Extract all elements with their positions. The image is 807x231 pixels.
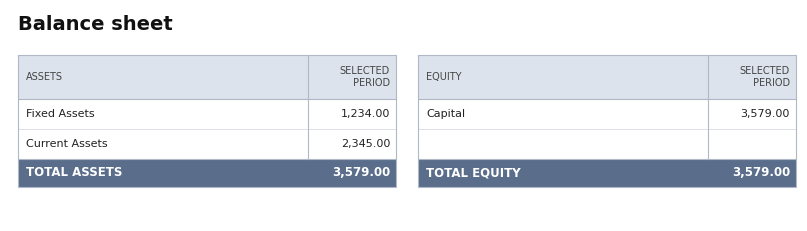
Text: SELECTED
PERIOD: SELECTED PERIOD	[740, 66, 790, 88]
Bar	[18, 55, 396, 99]
Text: EQUITY: EQUITY	[426, 72, 462, 82]
Text: Capital: Capital	[426, 109, 465, 119]
Bar	[418, 159, 796, 187]
Text: Fixed Assets: Fixed Assets	[26, 109, 94, 119]
Text: 3,579.00: 3,579.00	[732, 167, 790, 179]
Bar	[418, 55, 796, 99]
Text: 2,345.00: 2,345.00	[341, 139, 390, 149]
Bar	[418, 55, 796, 187]
Bar	[18, 55, 396, 187]
Bar	[18, 99, 396, 159]
Text: 3,579.00: 3,579.00	[332, 167, 390, 179]
Bar	[18, 159, 396, 187]
Text: ASSETS: ASSETS	[26, 72, 63, 82]
Text: Current Assets: Current Assets	[26, 139, 107, 149]
Bar	[418, 99, 796, 159]
Text: TOTAL EQUITY: TOTAL EQUITY	[426, 167, 521, 179]
Text: SELECTED
PERIOD: SELECTED PERIOD	[340, 66, 390, 88]
Text: 3,579.00: 3,579.00	[741, 109, 790, 119]
Text: Balance sheet: Balance sheet	[18, 15, 173, 34]
Text: TOTAL ASSETS: TOTAL ASSETS	[26, 167, 123, 179]
Text: 1,234.00: 1,234.00	[341, 109, 390, 119]
